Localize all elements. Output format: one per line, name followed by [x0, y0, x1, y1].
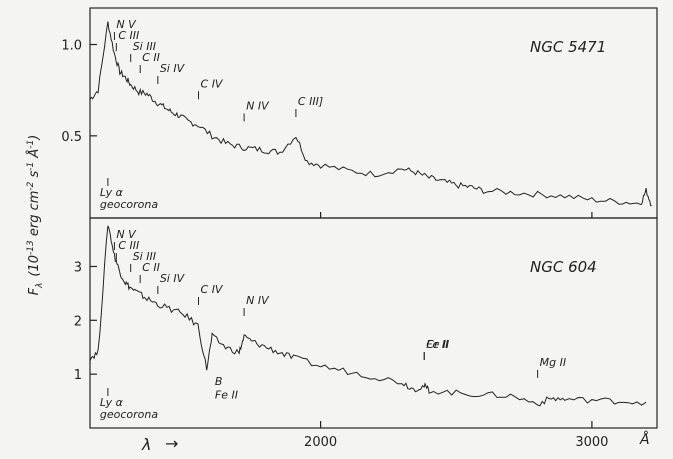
spectrum-line — [89, 21, 652, 207]
y-axis-label-A: Å — [26, 149, 42, 162]
line-id-label: Fe II — [426, 338, 449, 351]
annotation-label: Ly α — [100, 396, 124, 409]
y-axis-label: Fλ(10-13 erg cm-2 s-1 Å-1) — [26, 135, 45, 296]
annotation-label: Ly α — [100, 186, 124, 199]
x-tick-label: 2000 — [304, 435, 337, 450]
annotation-label: geocorona — [100, 408, 158, 421]
y-axis-label-e2: -2 — [26, 181, 36, 190]
line-id-label: Si III — [133, 250, 156, 263]
x-axis-label: λ — [141, 435, 151, 454]
y-axis-label-e1: -13 — [26, 240, 36, 255]
line-id-label: C III — [118, 29, 139, 42]
bottom-panel-title: NGC 604 — [530, 258, 597, 276]
y-axis-label-e3: -1 — [26, 162, 36, 171]
line-id-label: N IV — [246, 99, 270, 112]
y-tick-label: 3 — [74, 260, 82, 275]
y-axis-label-sub: λ — [35, 283, 45, 289]
y-axis-label-mid: erg cm — [27, 191, 42, 241]
line-id-label: C III] — [298, 95, 323, 108]
y-tick-label: 1 — [74, 368, 82, 383]
line-id-label: N V — [116, 18, 137, 31]
y-axis-label-F: F — [27, 287, 42, 295]
line-id-label: N V — [116, 228, 137, 241]
annotation-label: B — [215, 375, 223, 388]
line-id-label: C II — [142, 51, 160, 64]
line-id-label: Si IV — [160, 272, 186, 285]
annotation-label: Fe II — [215, 388, 238, 401]
line-id-label: C II — [142, 261, 160, 274]
bottom-panel-frame — [89, 217, 658, 429]
line-id-label: C IV — [201, 77, 224, 90]
y-axis-label-e4: -1 — [26, 140, 36, 149]
y-axis-label-close: ) — [27, 135, 42, 141]
x-tick-label: 3000 — [575, 435, 608, 450]
line-id-label: C IV — [201, 283, 224, 296]
y-tick-label: 0.5 — [61, 130, 82, 145]
line-id-label: Si III — [133, 40, 156, 53]
x-axis-unit: Å — [639, 431, 650, 448]
y-tick-label: 1.0 — [61, 39, 82, 54]
y-axis-label-open: (10 — [27, 255, 42, 277]
top-panel-title: NGC 5471 — [530, 38, 606, 56]
y-axis-label-s: s — [27, 170, 42, 181]
y-tick-label: 2 — [74, 314, 82, 329]
x-axis-arrow: → — [165, 434, 178, 453]
line-id-label: N IV — [246, 294, 270, 307]
line-id-label: Cr II — [426, 338, 448, 351]
line-id-label: C III — [118, 239, 139, 252]
annotation-label: geocorona — [100, 198, 158, 211]
spectrum-line — [89, 225, 647, 407]
line-id-label: Si IV — [160, 62, 186, 75]
line-id-label: Mg II — [540, 356, 566, 369]
